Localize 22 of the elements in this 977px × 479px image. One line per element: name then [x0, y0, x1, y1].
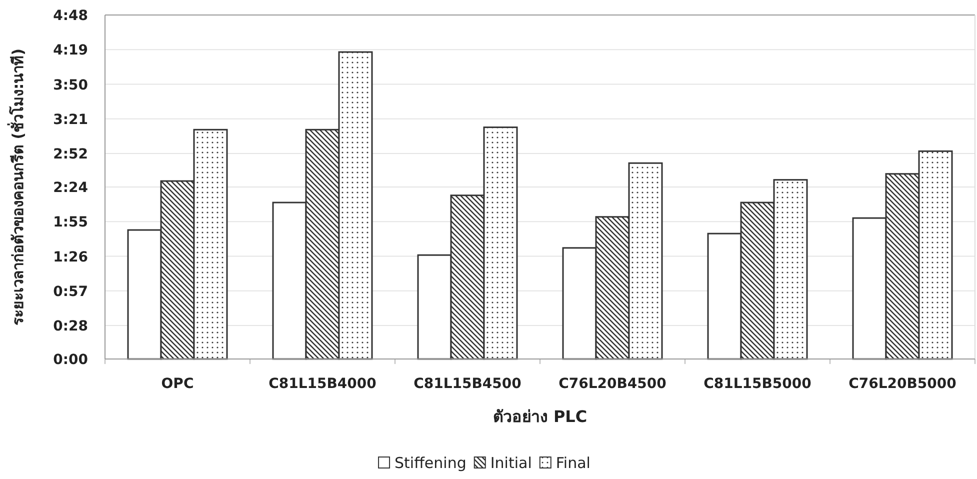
y-tick-label: 0:28	[53, 318, 88, 335]
x-tick-label: C81L15B4000	[268, 376, 377, 392]
y-tick-label: 4:48	[53, 8, 88, 24]
y-tick-label: 2:24	[53, 180, 88, 196]
x-tick-label: C76L20B4500	[558, 376, 667, 392]
y-axis-title: ระยะเวลาก่อตัวของคอนกรีต (ชั่วโมง:นาที)	[7, 48, 27, 326]
y-tick-label: 1:26	[53, 249, 88, 266]
y-tick-label: 3:50	[53, 77, 88, 94]
x-tick-label: C81L15B5000	[704, 376, 812, 392]
x-tick-label: OPC	[161, 376, 194, 392]
legend-label: Final	[556, 454, 590, 472]
x-tick-label: C81L15B4500	[414, 376, 522, 392]
y-tick-label: 0:00	[53, 352, 88, 368]
legend-label: Initial	[490, 454, 532, 472]
x-tick-label: C76L20B5000	[848, 376, 957, 392]
legend-label: Stiffening	[394, 454, 466, 472]
y-tick-label: 4:19	[53, 42, 88, 59]
y-tick-label: 2:52	[53, 146, 88, 163]
y-tick-label: 0:57	[53, 284, 88, 300]
y-tick-label: 3:21	[53, 112, 88, 128]
x-axis-title: ตัวอย่าง PLC	[492, 407, 588, 426]
y-tick-label: 1:55	[53, 214, 88, 231]
